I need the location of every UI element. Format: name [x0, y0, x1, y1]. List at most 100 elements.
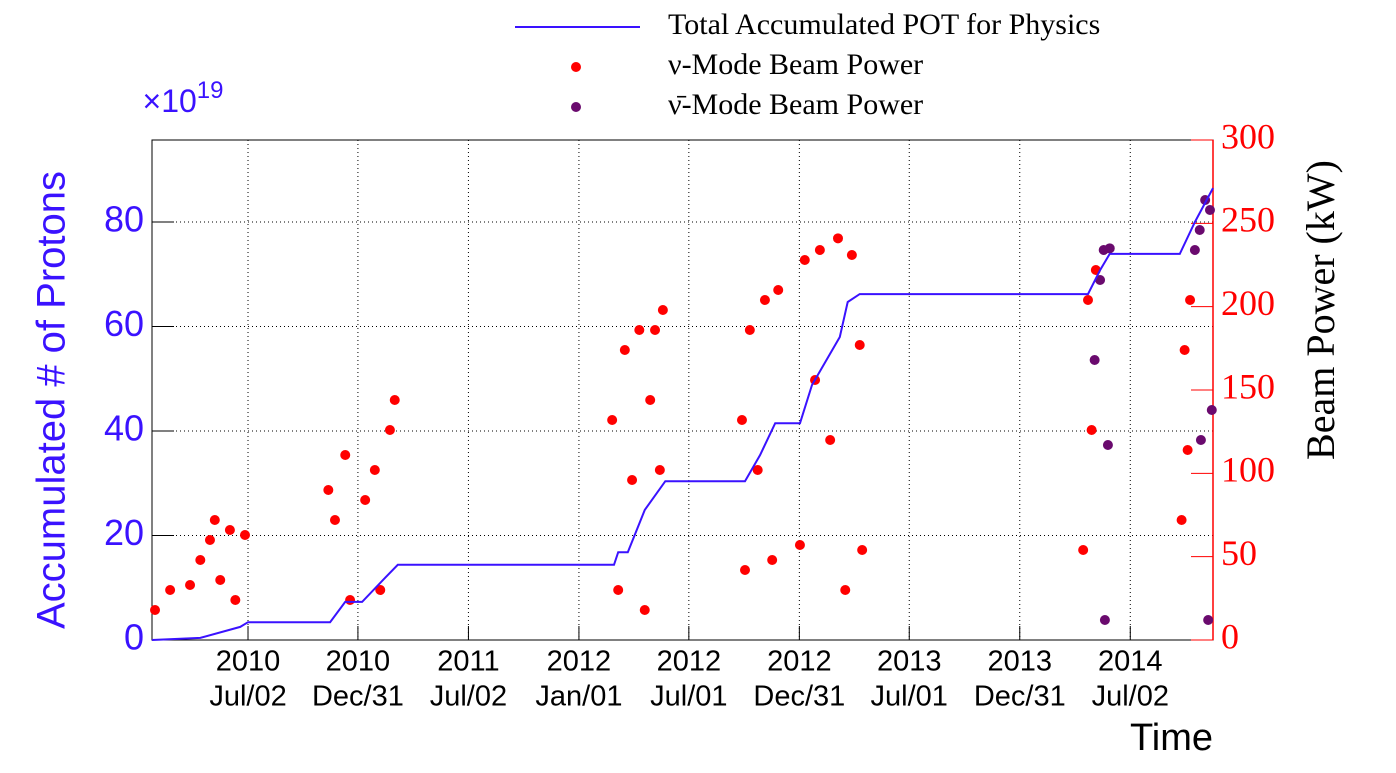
power-point — [740, 565, 751, 575]
power-point — [1206, 405, 1217, 415]
power-point — [209, 515, 220, 525]
y-multiplier-base: ×10 — [143, 83, 197, 119]
x-tick-label: Jul/02 — [209, 681, 286, 713]
power-point — [150, 605, 161, 615]
power-point — [329, 515, 340, 525]
y2-tick-label: 50 — [1221, 533, 1257, 573]
power-point — [1104, 243, 1115, 254]
power-point — [204, 535, 215, 545]
x-tick-label: Dec/31 — [753, 681, 845, 713]
power-point — [744, 325, 755, 335]
x-tick-label: 2011 — [437, 646, 499, 678]
x-tick-label: Jul/02 — [1092, 681, 1169, 713]
x-tick-label: 2010 — [216, 646, 281, 678]
power-point — [854, 340, 865, 350]
power-point — [1176, 515, 1187, 525]
power-point — [1102, 440, 1113, 450]
x-tick-label: Dec/31 — [312, 681, 404, 713]
power-point — [857, 545, 868, 555]
power-point — [825, 435, 836, 445]
x-tick-label: Dec/31 — [974, 681, 1066, 713]
power-point — [613, 585, 624, 595]
legend-swatch — [571, 62, 581, 72]
power-point — [389, 395, 400, 405]
legend-label: ν-Mode Beam Power — [668, 48, 923, 81]
power-point — [1182, 445, 1193, 455]
power-point — [1185, 295, 1196, 305]
x-tick-label: Jul/01 — [871, 681, 948, 713]
x-tick-label: Jul/01 — [650, 681, 727, 713]
power-point — [654, 465, 665, 475]
y2-tick-label: 250 — [1221, 200, 1275, 240]
pot-line — [151, 187, 1214, 641]
power-point — [369, 465, 380, 475]
power-point — [759, 295, 770, 305]
y2-tick-label: 200 — [1221, 283, 1275, 323]
y-tick-label: 80 — [104, 199, 144, 240]
x-tick-label: Jul/02 — [430, 681, 507, 713]
power-point — [1089, 355, 1100, 365]
power-point — [239, 530, 250, 540]
y-axis-title: Accumulated # of Protons — [30, 171, 74, 629]
x-tick-label: 2012 — [657, 646, 722, 678]
y2-axis-title: Beam Power (kW) — [1298, 160, 1343, 460]
power-point — [215, 575, 226, 585]
power-point — [195, 555, 206, 565]
y-tick-label: 60 — [104, 303, 144, 344]
power-point — [1086, 425, 1097, 435]
power-point — [1189, 245, 1200, 255]
x-tick-label: 2013 — [877, 646, 942, 678]
power-point — [1078, 545, 1089, 555]
legend-label: ν̄-Mode Beam Power — [668, 88, 923, 121]
power-point — [1203, 615, 1214, 625]
power-point — [773, 285, 784, 295]
power-point — [224, 525, 235, 535]
power-point — [340, 450, 351, 460]
power-point — [1099, 615, 1110, 625]
y2-tick-label: 300 — [1221, 116, 1275, 156]
power-point — [639, 605, 650, 615]
power-point — [230, 595, 241, 605]
power-point — [794, 540, 805, 550]
power-point — [767, 555, 778, 565]
power-point — [736, 415, 747, 425]
power-point — [1195, 435, 1206, 445]
power-point — [1179, 345, 1190, 355]
power-point — [650, 325, 661, 335]
y-tick-label: 20 — [104, 512, 144, 553]
power-point — [1194, 225, 1205, 235]
power-point — [634, 325, 645, 335]
power-point — [185, 580, 196, 590]
x-tick-label: 2013 — [988, 646, 1053, 678]
power-point — [345, 595, 356, 605]
power-point — [360, 495, 371, 505]
power-point — [165, 585, 176, 595]
power-point — [657, 305, 668, 315]
power-point — [1204, 205, 1215, 215]
power-point — [375, 585, 386, 595]
power-point — [1095, 275, 1106, 285]
power-point — [323, 485, 334, 495]
power-point — [752, 465, 763, 475]
y-tick-label: 40 — [104, 408, 144, 449]
y-multiplier-exponent: 19 — [197, 77, 224, 104]
power-point — [645, 395, 656, 405]
power-point — [627, 475, 638, 485]
power-point — [832, 233, 843, 244]
power-point — [384, 425, 395, 435]
y2-tick-label: 0 — [1221, 616, 1239, 656]
power-point — [846, 250, 857, 260]
power-point — [619, 345, 630, 355]
x-tick-label: 2012 — [547, 646, 612, 678]
x-tick-label: Jan/01 — [535, 681, 622, 713]
power-point — [1082, 295, 1093, 305]
power-point — [814, 245, 825, 255]
legend-label: Total Accumulated POT for Physics — [668, 8, 1100, 41]
legend-swatch — [571, 102, 581, 112]
power-point — [799, 255, 810, 265]
plot-frame — [151, 139, 1214, 641]
power-point — [840, 585, 851, 595]
y-tick-label: 0 — [124, 617, 144, 658]
y-multiplier: ×1019 — [143, 77, 224, 119]
